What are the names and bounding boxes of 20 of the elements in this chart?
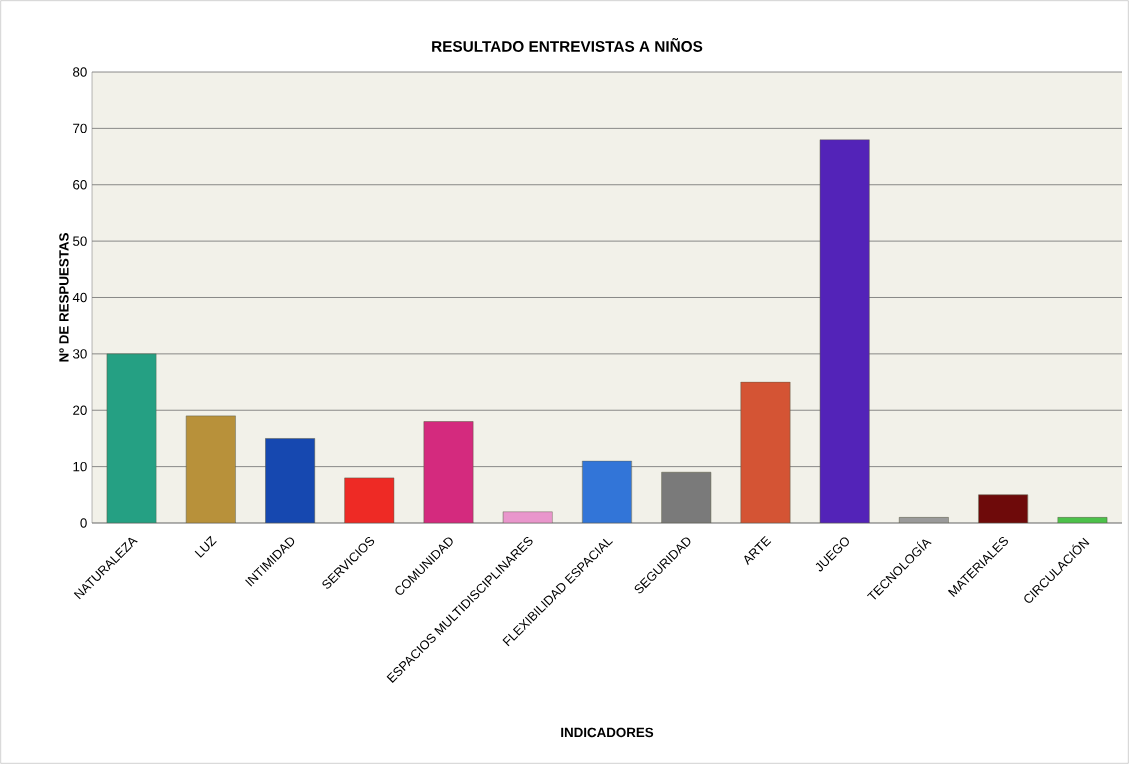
bar	[898, 517, 949, 523]
bar	[740, 381, 791, 523]
y-axis-title: Nº DE RESPUESTAS	[59, 233, 69, 362]
y-tick-label: 50	[73, 236, 87, 246]
chart-title: RESULTADO ENTREVISTAS A NIÑOS	[432, 38, 703, 52]
x-axis-title: INDICADORES	[561, 727, 654, 738]
y-tick-label: 60	[73, 180, 87, 190]
y-tick-label: 10	[73, 461, 87, 472]
bar	[265, 438, 316, 523]
bar	[423, 421, 474, 523]
bar	[502, 511, 553, 523]
y-tick-label: 70	[73, 123, 87, 134]
bar	[106, 353, 157, 523]
y-tick-label: 0	[80, 518, 87, 528]
y-tick-label: 40	[72, 292, 87, 303]
y-tick-label: 80	[73, 67, 87, 77]
y-tick-label: 20	[73, 405, 87, 415]
bar	[1057, 517, 1108, 523]
bar	[819, 139, 870, 523]
y-tick-label: 30	[72, 349, 87, 359]
